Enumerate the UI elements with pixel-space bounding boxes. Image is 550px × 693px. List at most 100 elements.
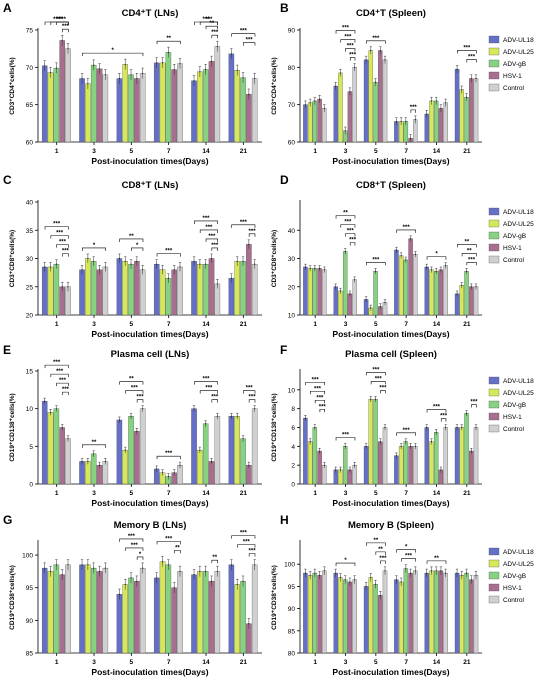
significance-label: ** <box>129 377 134 383</box>
significance-label: * <box>93 243 96 249</box>
bar <box>228 416 235 485</box>
significance-bracket <box>82 444 106 448</box>
x-tick-label: 5 <box>130 148 134 155</box>
bar <box>373 584 378 654</box>
bar <box>464 271 469 316</box>
bar <box>303 266 308 316</box>
data-point <box>205 570 207 572</box>
significance-label: ** <box>212 555 217 561</box>
data-point <box>400 445 402 447</box>
significance-label: *** <box>347 229 355 235</box>
data-point <box>210 257 213 260</box>
data-point <box>405 259 407 261</box>
significance-bracket <box>119 538 144 542</box>
significance-label: *** <box>56 231 64 237</box>
bar <box>394 249 399 316</box>
x-tick-label: 5 <box>374 659 378 666</box>
y-tick-label: 0 <box>29 482 33 489</box>
data-point <box>230 564 232 566</box>
significance-label: *** <box>208 234 216 240</box>
data-point <box>173 269 175 271</box>
data-point <box>470 286 472 288</box>
x-tick-label: 3 <box>92 148 96 155</box>
data-point <box>323 464 325 466</box>
data-point <box>335 85 337 87</box>
x-tick-label: 1 <box>313 321 317 328</box>
data-point <box>314 100 316 102</box>
bar <box>128 577 134 654</box>
bar <box>347 581 353 654</box>
bar <box>312 268 318 316</box>
x-tick-label: 7 <box>167 321 171 328</box>
bar <box>197 71 203 143</box>
data-point <box>304 417 307 419</box>
data-point <box>254 263 256 265</box>
significance-bracket <box>136 399 144 403</box>
significance-bracket <box>119 381 144 385</box>
bar <box>338 577 343 654</box>
bar <box>312 572 318 654</box>
bar <box>438 570 444 654</box>
data-point <box>384 301 386 303</box>
bar <box>79 564 85 654</box>
bar <box>53 564 60 654</box>
bar <box>122 64 128 143</box>
significance-bracket <box>461 253 477 257</box>
x-axis-label: Post-inoculation times(Days) <box>332 329 449 339</box>
data-point <box>242 580 244 582</box>
bar <box>322 269 327 316</box>
legend-swatch <box>488 595 500 604</box>
significance-bracket <box>396 432 416 436</box>
data-point <box>384 426 386 429</box>
data-point <box>349 293 351 295</box>
y-tick-label: 95 <box>26 585 34 592</box>
significance-label: *** <box>62 24 70 30</box>
y-tick-label: 75 <box>26 28 34 35</box>
y-axis-label: CD19⁺CD138⁺cells(%) <box>9 393 16 461</box>
data-point <box>318 450 321 452</box>
significance-label: *** <box>316 395 324 401</box>
data-point <box>142 408 144 410</box>
bar <box>208 258 215 316</box>
legend-label: ADV-UL18 <box>503 549 534 556</box>
significance-bracket <box>199 21 218 25</box>
x-tick-label: 14 <box>433 321 441 328</box>
bar <box>378 50 383 143</box>
data-point <box>254 77 256 80</box>
significance-label: ** <box>467 248 472 254</box>
data-point <box>130 577 132 579</box>
data-point <box>379 305 381 308</box>
x-tick-label: 3 <box>344 490 348 497</box>
x-tick-label: 21 <box>463 659 471 666</box>
bar <box>363 59 369 143</box>
data-point <box>405 441 407 443</box>
data-point <box>193 574 195 576</box>
significance-bracket <box>366 372 386 376</box>
data-point <box>379 594 381 596</box>
bar <box>171 587 177 654</box>
bar <box>473 286 479 316</box>
bar <box>429 441 434 485</box>
data-point <box>130 263 132 265</box>
data-point <box>81 460 83 462</box>
bar <box>202 423 209 485</box>
data-point <box>248 464 250 466</box>
y-axis-label: CD3⁺CD8⁺cells(%) <box>271 230 278 287</box>
bar <box>347 293 353 316</box>
significance-label: *** <box>372 257 380 263</box>
panel-h: H Memory B (Spleen) CD19⁺CD38⁺cells(%) Post… <box>271 513 534 677</box>
panel-letter: F <box>280 343 287 357</box>
bar <box>403 441 409 485</box>
bar <box>214 571 221 654</box>
y-tick-label: 10 <box>288 387 296 394</box>
data-point <box>318 98 321 100</box>
data-point <box>93 453 95 455</box>
data-point <box>365 445 367 447</box>
y-tick-label: 10 <box>288 313 296 320</box>
data-point <box>465 96 468 98</box>
bar <box>459 285 465 316</box>
significance-bracket <box>156 40 181 45</box>
significance-bracket <box>396 229 416 233</box>
x-tick-label: 21 <box>240 659 248 666</box>
